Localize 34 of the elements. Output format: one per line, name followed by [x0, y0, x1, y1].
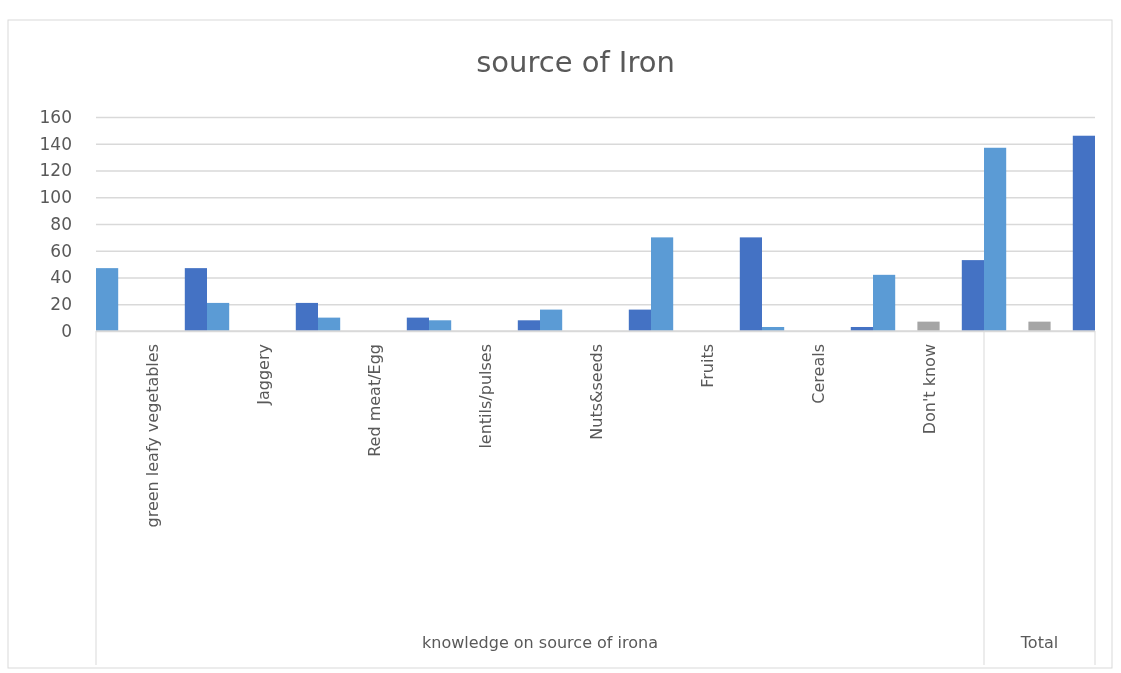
bar [739, 237, 762, 331]
bar [517, 320, 540, 331]
x-tick-label: Jaggery [253, 344, 273, 406]
bar [540, 309, 563, 331]
y-tick-label: 160 [39, 106, 72, 127]
bar [184, 268, 207, 331]
y-tick-label: 80 [50, 213, 72, 234]
chart-title: source of Iron [476, 45, 675, 79]
bar [429, 320, 452, 331]
text: knowledge on source of irona [422, 633, 658, 652]
x-tick-label: Nuts&seeds [586, 344, 606, 440]
bar [651, 237, 674, 331]
text: Total [1019, 633, 1059, 652]
y-tick-label: 140 [39, 133, 72, 154]
y-tick-label: 0 [61, 320, 72, 341]
bar [207, 302, 230, 331]
x-tick-label: Don't know [919, 344, 939, 435]
bar [873, 274, 896, 331]
x-tick-label: Cereals [808, 344, 828, 404]
y-tick-label: 100 [39, 187, 72, 208]
x-tick-label: lentils/pulses [475, 344, 495, 449]
y-tick-label: 60 [50, 240, 72, 261]
y-tick-label: 120 [39, 160, 72, 181]
x-tick-label: Fruits [697, 344, 717, 388]
bar [1072, 135, 1095, 331]
x-tick-label: green leafy vegetables [142, 344, 162, 528]
y-tick-label: 20 [50, 294, 72, 315]
bar [961, 260, 984, 331]
bar [96, 268, 119, 331]
bar [984, 147, 1007, 331]
bar [295, 302, 318, 331]
y-tick-label: 40 [50, 267, 72, 288]
x-tick-label: Red meat/Egg [364, 344, 384, 457]
bar [628, 309, 651, 331]
